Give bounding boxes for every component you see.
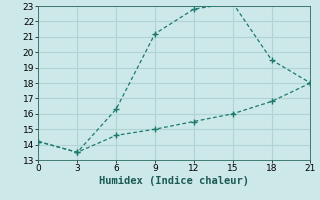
X-axis label: Humidex (Indice chaleur): Humidex (Indice chaleur): [100, 176, 249, 186]
